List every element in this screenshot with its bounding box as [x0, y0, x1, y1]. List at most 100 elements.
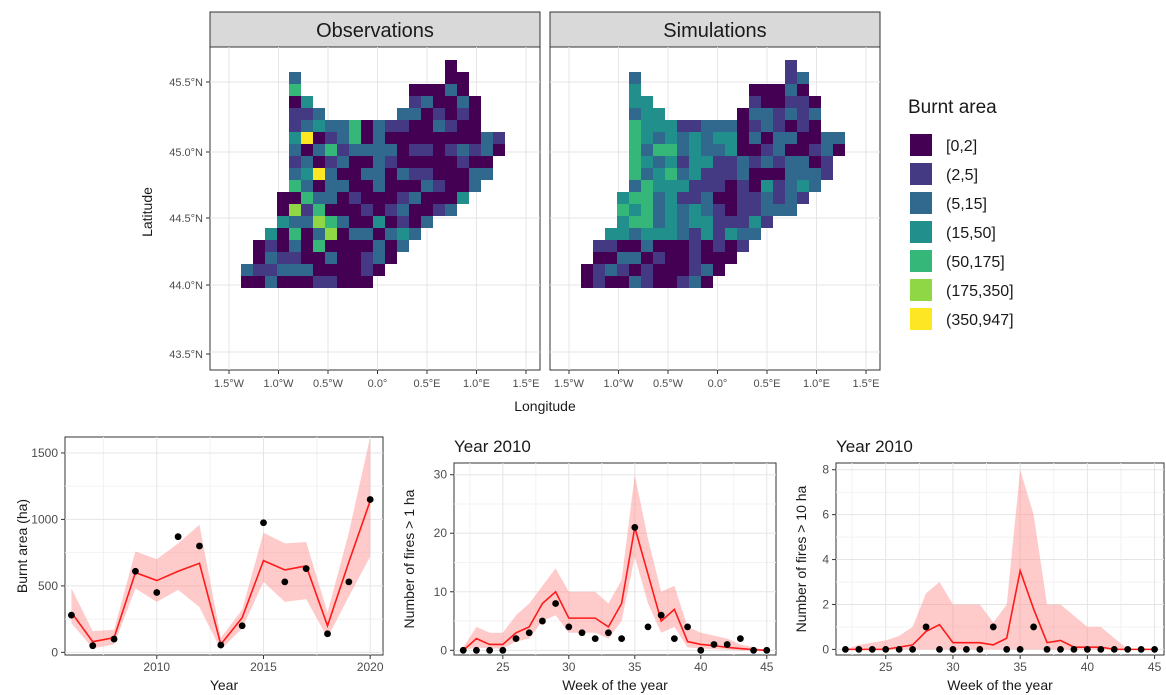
map-cell: [593, 276, 605, 288]
map-cell: [457, 132, 469, 144]
map-cell: [337, 192, 349, 204]
map-cell: [761, 204, 773, 216]
map-cell: [289, 276, 301, 288]
map-cell: [289, 192, 301, 204]
map-cell: [301, 120, 313, 132]
x-axis-label: Week of the year: [562, 677, 668, 693]
map-cell: [809, 132, 821, 144]
map-cell: [277, 228, 289, 240]
map-cell: [689, 252, 701, 264]
map-cell: [773, 180, 785, 192]
map-cell: [289, 120, 301, 132]
map-cell: [313, 168, 325, 180]
map-latitude-ticks: 43.5°N 44.0°N 44.5°N 45.0°N 45.5°N: [169, 77, 210, 361]
panel-weekly-fires-gt1ha: 25 30 35 40 45 0 10 20 30 Year 2010 Week of the ye…: [401, 437, 777, 693]
map-cell: [265, 228, 277, 240]
map-cell: [785, 84, 797, 96]
map-cell: [337, 120, 349, 132]
map-cell: [641, 96, 653, 108]
map-cell: [773, 192, 785, 204]
observed-point: [217, 641, 225, 649]
map-facet-simulations: Simulations 1.5°W 1.0°W 0.5°W 0.0° 0.5°E 1.0°…: [549, 11, 881, 390]
map-cell: [469, 120, 481, 132]
map-cell: [737, 144, 749, 156]
observed-point: [89, 642, 97, 650]
observed-point: [631, 523, 639, 531]
observed-point: [922, 623, 930, 631]
map-cell: [385, 252, 397, 264]
map-cell: [457, 144, 469, 156]
map-cell: [313, 108, 325, 120]
y-tick-label: 0: [822, 642, 829, 656]
map-cell: [373, 264, 385, 276]
map-cell: [361, 216, 373, 228]
legend-label: (15,50]: [946, 225, 996, 242]
map-cell: [665, 252, 677, 264]
legend-swatch: [910, 221, 932, 243]
map-cell: [409, 228, 421, 240]
map-cell: [725, 144, 737, 156]
observed-point: [366, 496, 374, 503]
map-cell: [713, 216, 725, 228]
map-cell: [445, 72, 457, 84]
map-cell: [349, 264, 361, 276]
map-cell: [713, 252, 725, 264]
observed-point: [238, 622, 246, 630]
map-cell: [641, 216, 653, 228]
map-cell: [725, 228, 737, 240]
map-cell: [749, 168, 761, 180]
map-cell: [325, 252, 337, 264]
panel-yearly-burnt-area: 2010 2015 2020 0 500 1000 1500 Year Burnt area (…: [14, 436, 384, 693]
map-cell: [277, 240, 289, 252]
legend-label: [0,2]: [946, 138, 977, 155]
map-x-tick-label: 1.5°E: [512, 378, 539, 390]
map-cell: [445, 132, 457, 144]
map-cell: [361, 192, 373, 204]
map-cell: [713, 228, 725, 240]
map-cell: [289, 240, 301, 252]
map-cell: [761, 216, 773, 228]
map-cell: [629, 240, 641, 252]
map-cell: [701, 144, 713, 156]
map-cell: [409, 216, 421, 228]
map-cell: [301, 216, 313, 228]
map-cell: [325, 228, 337, 240]
map-cell: [409, 132, 421, 144]
map-cell: [481, 144, 493, 156]
map-cell: [337, 252, 349, 264]
map-cell: [289, 204, 301, 216]
map-cell: [665, 168, 677, 180]
map-cell: [749, 120, 761, 132]
observed-point: [618, 635, 625, 643]
map-cell: [313, 144, 325, 156]
map-cell: [349, 168, 361, 180]
map-y-tick-label: 45.5°N: [169, 77, 203, 89]
observed-point: [989, 623, 997, 631]
legend-label: (5,15]: [946, 196, 987, 213]
map-cell: [653, 132, 665, 144]
map-cell: [373, 204, 385, 216]
map-cell: [629, 156, 641, 168]
map-cell: [689, 264, 701, 276]
map-cell: [665, 120, 677, 132]
observed-point: [909, 645, 917, 653]
map-cell: [253, 240, 265, 252]
observed-point: [459, 646, 467, 654]
map-cell: [301, 228, 313, 240]
map-cell: [361, 180, 373, 192]
map-cell: [289, 264, 301, 276]
map-cell: [629, 204, 641, 216]
map-cell: [265, 264, 277, 276]
observed-point: [882, 645, 890, 653]
map-cell: [397, 216, 409, 228]
legend-swatch: [910, 250, 932, 272]
map-cell: [301, 252, 313, 264]
map-cell: [253, 264, 265, 276]
map-cell: [241, 264, 253, 276]
map-x-tick-label: 1.0°E: [463, 378, 490, 390]
map-cell: [349, 252, 361, 264]
map-y-tick-label: 44.0°N: [169, 280, 203, 292]
legend-title: Burnt area: [908, 97, 997, 118]
map-cell: [725, 120, 737, 132]
map-cell: [605, 252, 617, 264]
